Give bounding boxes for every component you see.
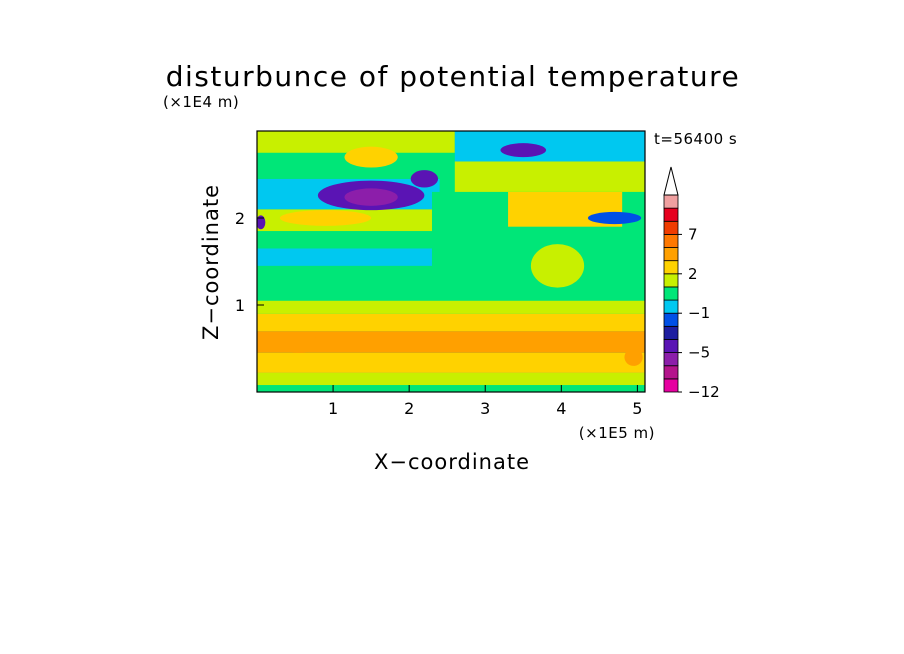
features-layer (257, 143, 643, 366)
colorbar-swatch (663, 352, 679, 367)
y-axis-label: Z−coordinate (199, 184, 223, 340)
field-feature (272, 335, 326, 353)
chart-title: disturbunce of potential temperature (166, 60, 741, 93)
plot-frame (256, 130, 646, 393)
y-tick-label: 1 (235, 296, 245, 315)
x-tick-label: 5 (632, 399, 642, 418)
colorbar: −12−5−127 (663, 166, 720, 401)
field-feature (530, 244, 585, 288)
bands-layer (257, 131, 645, 392)
colorbar-swatch (663, 194, 679, 209)
field-band (257, 131, 455, 153)
field-band (454, 131, 645, 162)
y-unit-label: (×1E4 m) (163, 93, 239, 111)
x-unit-label: (×1E5 m) (579, 424, 655, 442)
y-tick-label: 2 (235, 209, 245, 228)
field-band (257, 372, 645, 386)
plot-area (257, 131, 645, 392)
colorbar-swatch (663, 299, 679, 314)
time-label: t=56400 s (654, 130, 737, 148)
field-band (257, 231, 448, 249)
colorbar-tick-label: −5 (688, 344, 710, 362)
colorbar-swatch (663, 207, 679, 222)
colorbar-swatch (663, 233, 679, 248)
field-feature (624, 348, 643, 366)
colorbar-swatch (663, 286, 679, 301)
x-tick-label: 4 (556, 399, 566, 418)
field-band (257, 300, 645, 314)
x-tick-label: 2 (404, 399, 414, 418)
colorbar-tick-label: 7 (688, 225, 698, 243)
field-band (257, 313, 645, 332)
colorbar-swatch (663, 339, 679, 354)
x-ticks: 1 2 3 4 5 (328, 385, 642, 418)
field-feature (344, 188, 398, 206)
field-feature (344, 146, 398, 168)
y-ticks: 12 (235, 209, 264, 315)
field-band (257, 265, 645, 301)
field-feature (410, 170, 439, 188)
colorbar-tick-label: −1 (688, 304, 710, 322)
x-tick-label: 3 (480, 399, 490, 418)
colorbar-swatch (663, 273, 679, 288)
colorbar-swatch (663, 378, 679, 393)
field-band (257, 352, 645, 373)
colorbar-swatch (663, 247, 679, 262)
colorbar-swatch (663, 260, 679, 275)
field-band (257, 331, 645, 353)
colorbar-swatch (663, 312, 679, 327)
field-band (454, 161, 645, 192)
field-feature (587, 211, 642, 225)
field-feature (279, 210, 372, 226)
field-band (257, 248, 432, 266)
x-tick-label: 1 (328, 399, 338, 418)
x-axis-label: X−coordinate (374, 450, 530, 474)
colorbar-extend-arrow (663, 166, 679, 196)
field-feature (257, 215, 266, 230)
colorbar-swatch (663, 220, 679, 235)
colorbar-tick-label: 2 (688, 265, 698, 283)
colorbar-swatch (663, 365, 679, 380)
field-band (257, 385, 645, 392)
field-feature (500, 143, 547, 158)
colorbar-swatch (663, 325, 679, 340)
colorbar-tick-label: −12 (688, 383, 720, 401)
